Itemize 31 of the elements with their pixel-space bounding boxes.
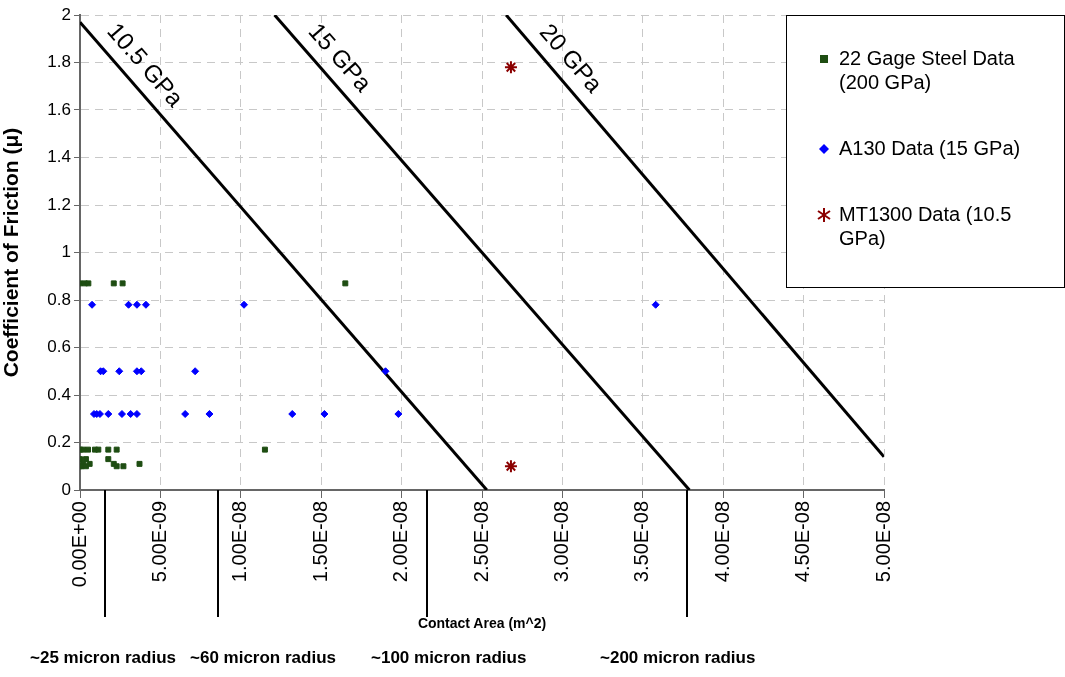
x-tick-label: 2.50E-08 (469, 501, 492, 583)
x-axis-title: Contact Area (m^2) (417, 615, 547, 632)
text: ~25 micron radius (30, 647, 176, 667)
y-tick-label: 1.4 (47, 147, 71, 167)
y-tick-label: 0.2 (47, 432, 71, 452)
x-tick-label: 3.00E-08 (549, 501, 572, 583)
legend-label: A130 Data (15 GPa) (839, 136, 1021, 160)
y-tick-label: 0 (61, 479, 71, 499)
y-tick-label: 0.4 (47, 384, 71, 404)
x-tick-label: 0.00E+00 (67, 501, 90, 588)
x-tick-label: 1.00E-08 (228, 501, 251, 583)
y-tick-label: 2 (61, 4, 71, 24)
x-tick-label: 4.00E-08 (710, 501, 733, 583)
text: ~60 micron radius (190, 647, 336, 667)
x-tick-label: 4.50E-08 (791, 501, 814, 583)
x-tick-label: 5.00E-08 (871, 501, 894, 583)
y-tick-label: 1.8 (47, 52, 71, 72)
x-tick-label: 2.00E-08 (389, 501, 412, 583)
y-axis-title: Coefficient of Friction (μ) (0, 127, 23, 378)
x-tick-label: 3.50E-08 (630, 501, 653, 583)
legend-label: 22 Gage Steel Data (200 GPa) (839, 46, 1016, 94)
text: ~200 micron radius (600, 647, 756, 667)
x-tick-label: 5.00E-09 (147, 501, 170, 583)
text: ~100 micron radius (371, 647, 527, 667)
y-tick-label: 0.8 (47, 289, 71, 309)
legend-label: MT1300 Data (10.5 GPa) (839, 202, 1013, 250)
y-tick-label: 1.6 (47, 99, 71, 119)
y-tick-label: 1 (61, 242, 71, 262)
x-tick-label: 1.50E-08 (308, 501, 331, 583)
y-tick-label: 0.6 (47, 337, 71, 357)
y-tick-label: 1.2 (47, 194, 71, 214)
